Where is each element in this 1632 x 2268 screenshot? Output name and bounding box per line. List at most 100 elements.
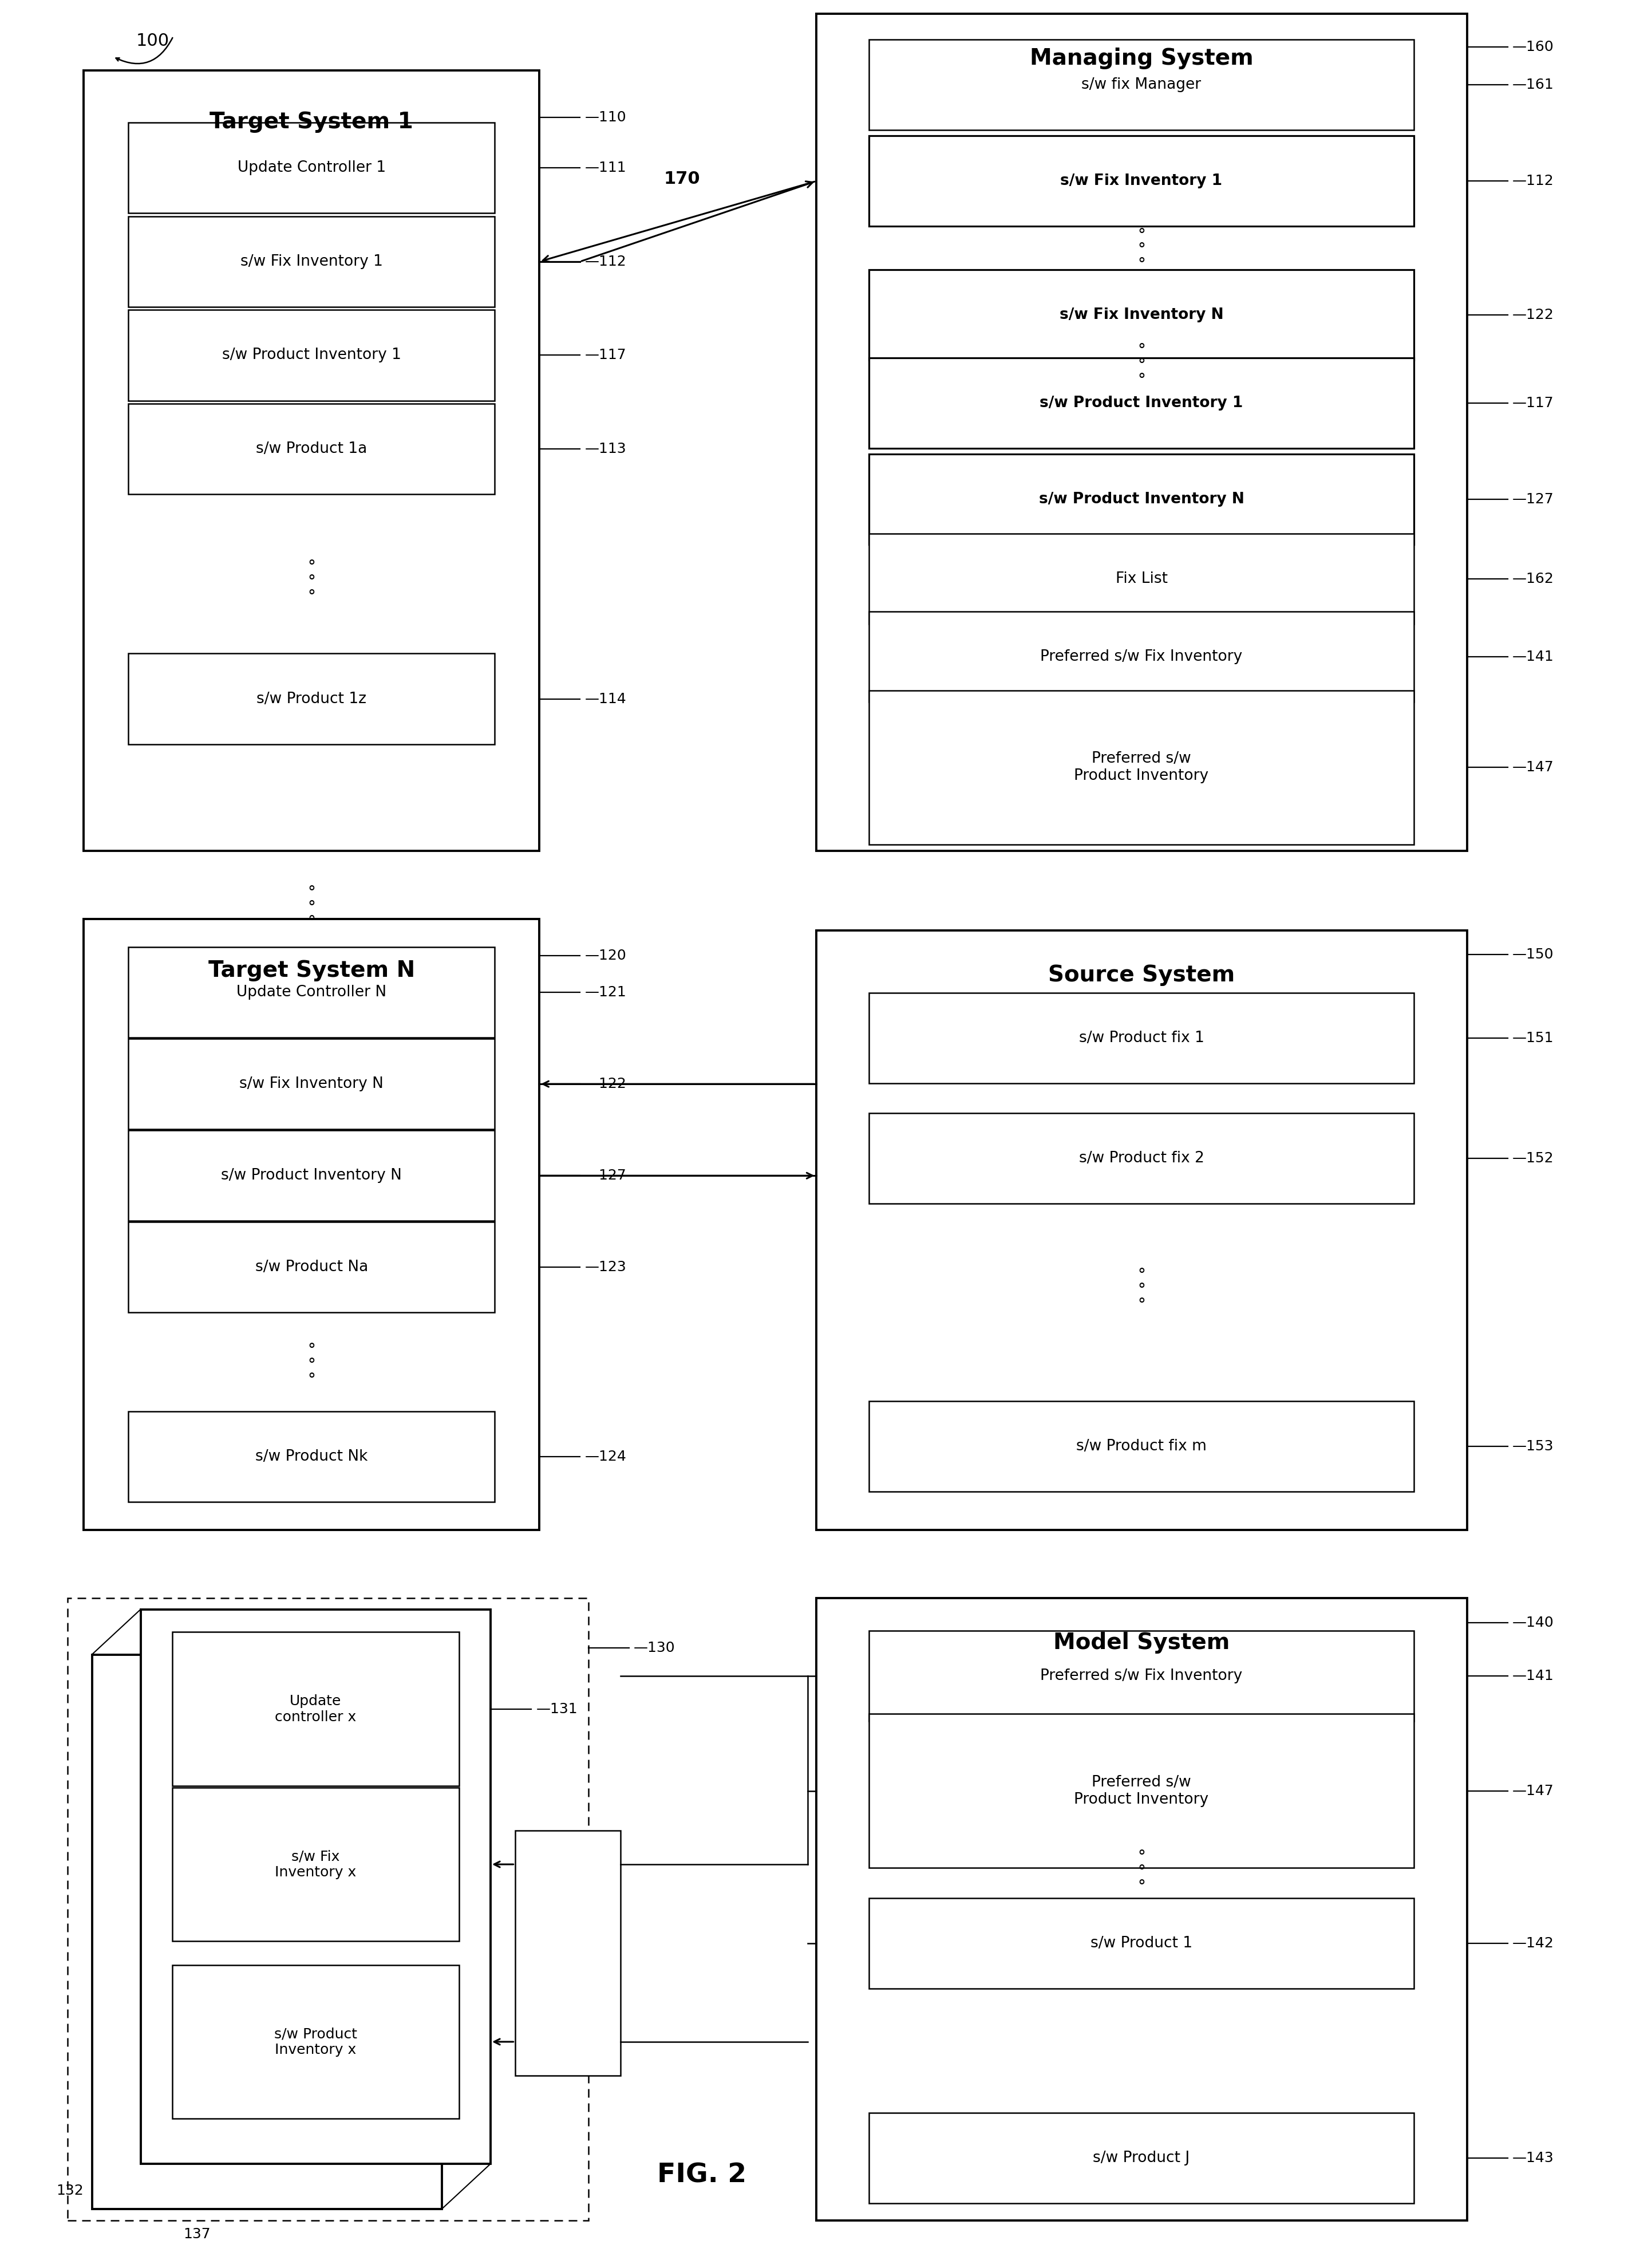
Text: Managing System: Managing System [1030,48,1253,70]
Text: —110: —110 [584,111,627,125]
Text: s/w Fix Inventory N: s/w Fix Inventory N [240,1077,384,1091]
Text: Preferred s/w
Product Inventory: Preferred s/w Product Inventory [1074,751,1209,782]
Text: —161: —161 [1513,77,1554,91]
Text: —112: —112 [584,254,627,268]
Text: —150: —150 [1513,948,1554,962]
Text: s/w Fix Inventory 1: s/w Fix Inventory 1 [1061,175,1222,188]
Text: —121: —121 [584,987,627,1000]
Text: —141: —141 [1513,651,1554,665]
Text: —147: —147 [1513,1785,1554,1799]
Text: °
°
°: ° ° ° [1138,1848,1146,1894]
Text: —117: —117 [584,349,627,363]
Text: —112: —112 [1513,175,1554,188]
Text: °
°
°: ° ° ° [307,558,315,606]
Bar [868,136,1413,227]
Text: —141: —141 [1513,1669,1554,1683]
Bar [91,1656,442,2209]
Bar [140,1610,491,2164]
Bar [868,39,1413,129]
Bar [868,270,1413,361]
Text: °
°
°: ° ° ° [307,1343,315,1388]
Text: s/w Product J: s/w Product J [1093,2150,1190,2166]
Bar [868,2114,1413,2204]
Text: Target System 1: Target System 1 [211,111,413,134]
Text: —123: —123 [584,1261,627,1275]
Text: —113: —113 [584,442,627,456]
Text: —131: —131 [537,1703,578,1717]
Text: s/w Fix
Inventory x: s/w Fix Inventory x [274,1848,356,1880]
Bar [129,404,494,494]
Text: —127: —127 [1513,492,1554,506]
Text: —130: —130 [633,1640,676,1656]
Text: —122: —122 [584,1077,627,1091]
Bar [129,1039,494,1129]
Text: Preferred s/w
Product Inventory: Preferred s/w Product Inventory [1074,1776,1209,1808]
Bar [173,1787,459,1941]
Bar [868,358,1413,449]
Text: Model System: Model System [1053,1633,1229,1653]
Bar [868,533,1413,624]
Text: —122: —122 [1513,308,1554,322]
Text: Update Controller N: Update Controller N [237,984,387,1000]
Text: s/w Product Na: s/w Product Na [255,1259,367,1275]
Text: °
°
°: ° ° ° [1138,1268,1146,1313]
Text: Update
controller x: Update controller x [274,1694,356,1724]
Bar [129,653,494,744]
Bar [129,948,494,1036]
Text: s/w Fix Inventory N: s/w Fix Inventory N [1059,308,1224,322]
Bar [868,689,1413,844]
Text: s/w Product Inventory 1: s/w Product Inventory 1 [1040,395,1244,411]
Text: Fix List: Fix List [1115,572,1167,587]
Text: s/w Product Inventory N: s/w Product Inventory N [1038,492,1244,506]
Text: Source System: Source System [1048,964,1235,987]
Text: s/w Product 1: s/w Product 1 [1090,1937,1193,1950]
Text: Update Controller 1: Update Controller 1 [237,161,385,175]
Bar [173,1964,459,2118]
Text: 132: 132 [57,2184,83,2198]
Text: s/w Fix Inventory 1: s/w Fix Inventory 1 [240,254,384,270]
Text: Target System N: Target System N [209,959,415,982]
Bar [129,1129,494,1220]
Text: °
°
°: ° ° ° [307,885,315,930]
Bar [83,70,539,850]
Text: —147: —147 [1513,760,1554,773]
Text: —160: —160 [1513,41,1554,54]
Text: s/w Product Nk: s/w Product Nk [255,1449,367,1465]
Text: s/w Product 1z: s/w Product 1z [256,692,367,705]
Text: —124: —124 [584,1449,627,1463]
Text: Preferred s/w Fix Inventory: Preferred s/w Fix Inventory [1040,1669,1242,1683]
Bar [816,930,1467,1531]
Text: s/w Product fix m: s/w Product fix m [1075,1438,1206,1454]
Bar [816,1599,1467,2220]
Text: Preferred s/w Fix Inventory: Preferred s/w Fix Inventory [1040,649,1242,665]
Bar [83,919,539,1531]
Bar [868,1631,1413,1721]
Text: s/w Product Inventory 1: s/w Product Inventory 1 [222,347,401,363]
Text: —127: —127 [584,1168,627,1182]
Text: —114: —114 [584,692,627,705]
Text: —111: —111 [584,161,627,175]
Text: 137: 137 [183,2227,211,2241]
Bar [868,454,1413,544]
Bar [173,1633,459,1785]
Text: s/w Product fix 1: s/w Product fix 1 [1079,1032,1204,1046]
Bar [129,1411,494,1501]
Text: s/w Product 1a: s/w Product 1a [256,442,367,456]
Bar [516,1830,620,2075]
Text: —152: —152 [1513,1152,1554,1166]
Bar [868,1402,1413,1492]
Text: °
°
°: ° ° ° [1138,342,1146,388]
Bar [129,122,494,213]
Text: —140: —140 [1513,1617,1554,1631]
Text: 170: 170 [664,170,700,188]
Bar [129,215,494,306]
Bar [868,1114,1413,1204]
Text: 100: 100 [135,32,170,50]
Text: —153: —153 [1513,1440,1554,1454]
Bar [129,311,494,401]
Text: —142: —142 [1513,1937,1554,1950]
Bar [868,993,1413,1084]
Text: —151: —151 [1513,1032,1554,1046]
Text: —117: —117 [1513,397,1554,411]
Bar [67,1599,588,2220]
